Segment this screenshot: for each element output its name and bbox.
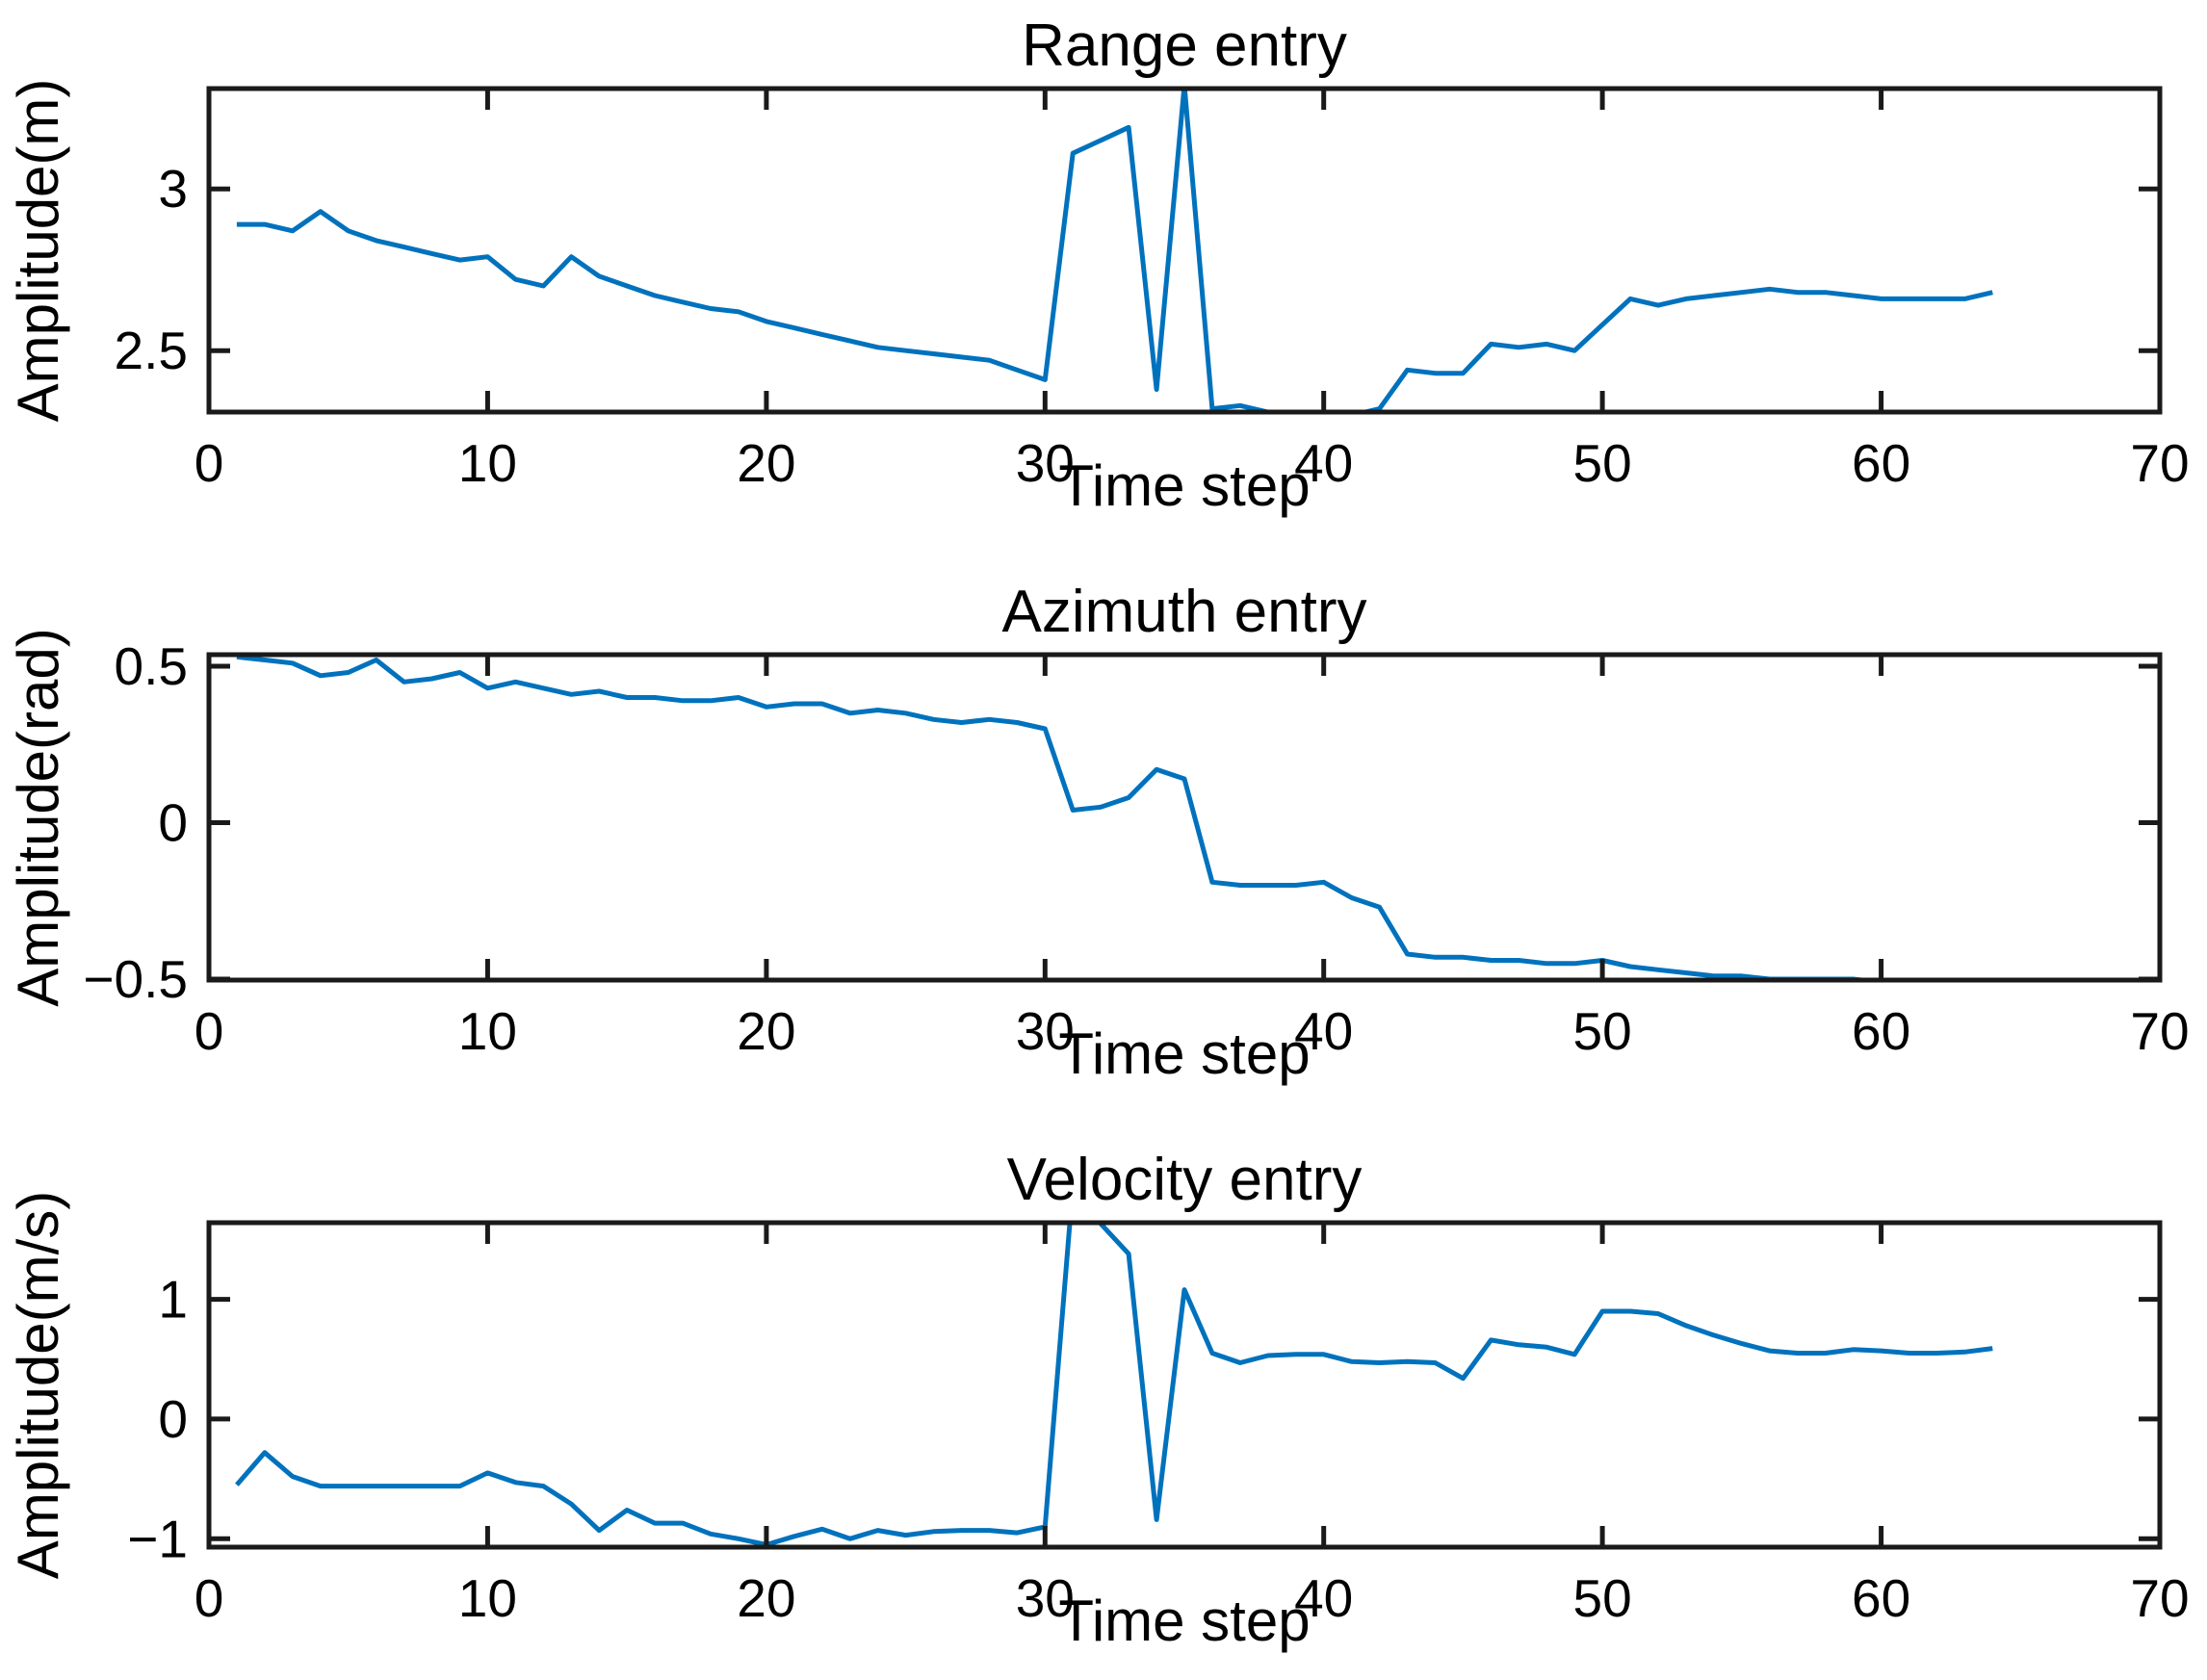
x-tick-label: 40 [1294, 1568, 1353, 1628]
x-tick-label: 0 [195, 433, 224, 493]
y-axis-label: Amplitude(rad) [6, 628, 70, 1007]
x-tick-label: 10 [458, 1001, 517, 1061]
data-line [235, 1223, 1993, 1547]
data-line [236, 89, 1993, 412]
x-tick-label: 70 [2130, 1001, 2189, 1061]
x-tick-label: 40 [1294, 433, 1353, 493]
x-tick-label: 0 [195, 1001, 224, 1061]
y-tick-label: 0 [158, 793, 188, 853]
axes-box [206, 1220, 2163, 1550]
x-tick-label: 0 [195, 1568, 224, 1628]
y-axis-label: Amplitude(m/s) [6, 1191, 70, 1579]
data-line [236, 655, 1993, 980]
x-tick-label: 10 [458, 1568, 517, 1628]
x-tick-label: 70 [2130, 433, 2189, 493]
y-tick-label: −0.5 [83, 949, 188, 1009]
x-tick-label: 40 [1294, 1001, 1353, 1061]
x-tick-label: 20 [737, 1568, 795, 1628]
x-tick-label: 30 [1016, 433, 1075, 493]
plot-title: Velocity entry [1007, 1147, 1363, 1213]
x-tick-label: 50 [1573, 1568, 1632, 1628]
x-tick-label: 60 [1852, 1001, 1910, 1061]
x-tick-label: 20 [737, 1001, 795, 1061]
x-tick-label: 50 [1573, 433, 1632, 493]
x-tick-label: 10 [458, 433, 517, 493]
y-axis-label: Amplitude(m) [6, 79, 70, 423]
x-axis-label: Time step [1058, 1589, 1310, 1653]
x-tick-label: 50 [1573, 1001, 1632, 1061]
y-tick-label: 0 [158, 1389, 188, 1449]
y-tick-label: 3 [158, 159, 188, 219]
y-tick-label: −1 [127, 1509, 188, 1568]
x-tick-label: 30 [1016, 1001, 1075, 1061]
y-tick-label: 0.5 [115, 636, 188, 696]
x-axis-label: Time step [1058, 1021, 1310, 1086]
x-tick-label: 20 [737, 433, 795, 493]
plot-title: Range entry [1022, 13, 1347, 79]
x-tick-label: 70 [2130, 1568, 2189, 1628]
plot-title: Azimuth entry [1001, 579, 1366, 645]
x-tick-label: 60 [1852, 1568, 1910, 1628]
subplot-range: 0 10 20 30 40 50 60 70 2.5 3 Range entry Time step A… [6, 13, 2190, 518]
axes-box [206, 652, 2163, 983]
x-tick-label: 30 [1016, 1568, 1075, 1628]
y-tick-label: 1 [158, 1270, 188, 1330]
y-tick-label: 2.5 [115, 321, 188, 380]
x-axis-label: Time step [1058, 453, 1310, 518]
x-tick-label: 60 [1852, 433, 1910, 493]
axes-box [206, 86, 2163, 415]
